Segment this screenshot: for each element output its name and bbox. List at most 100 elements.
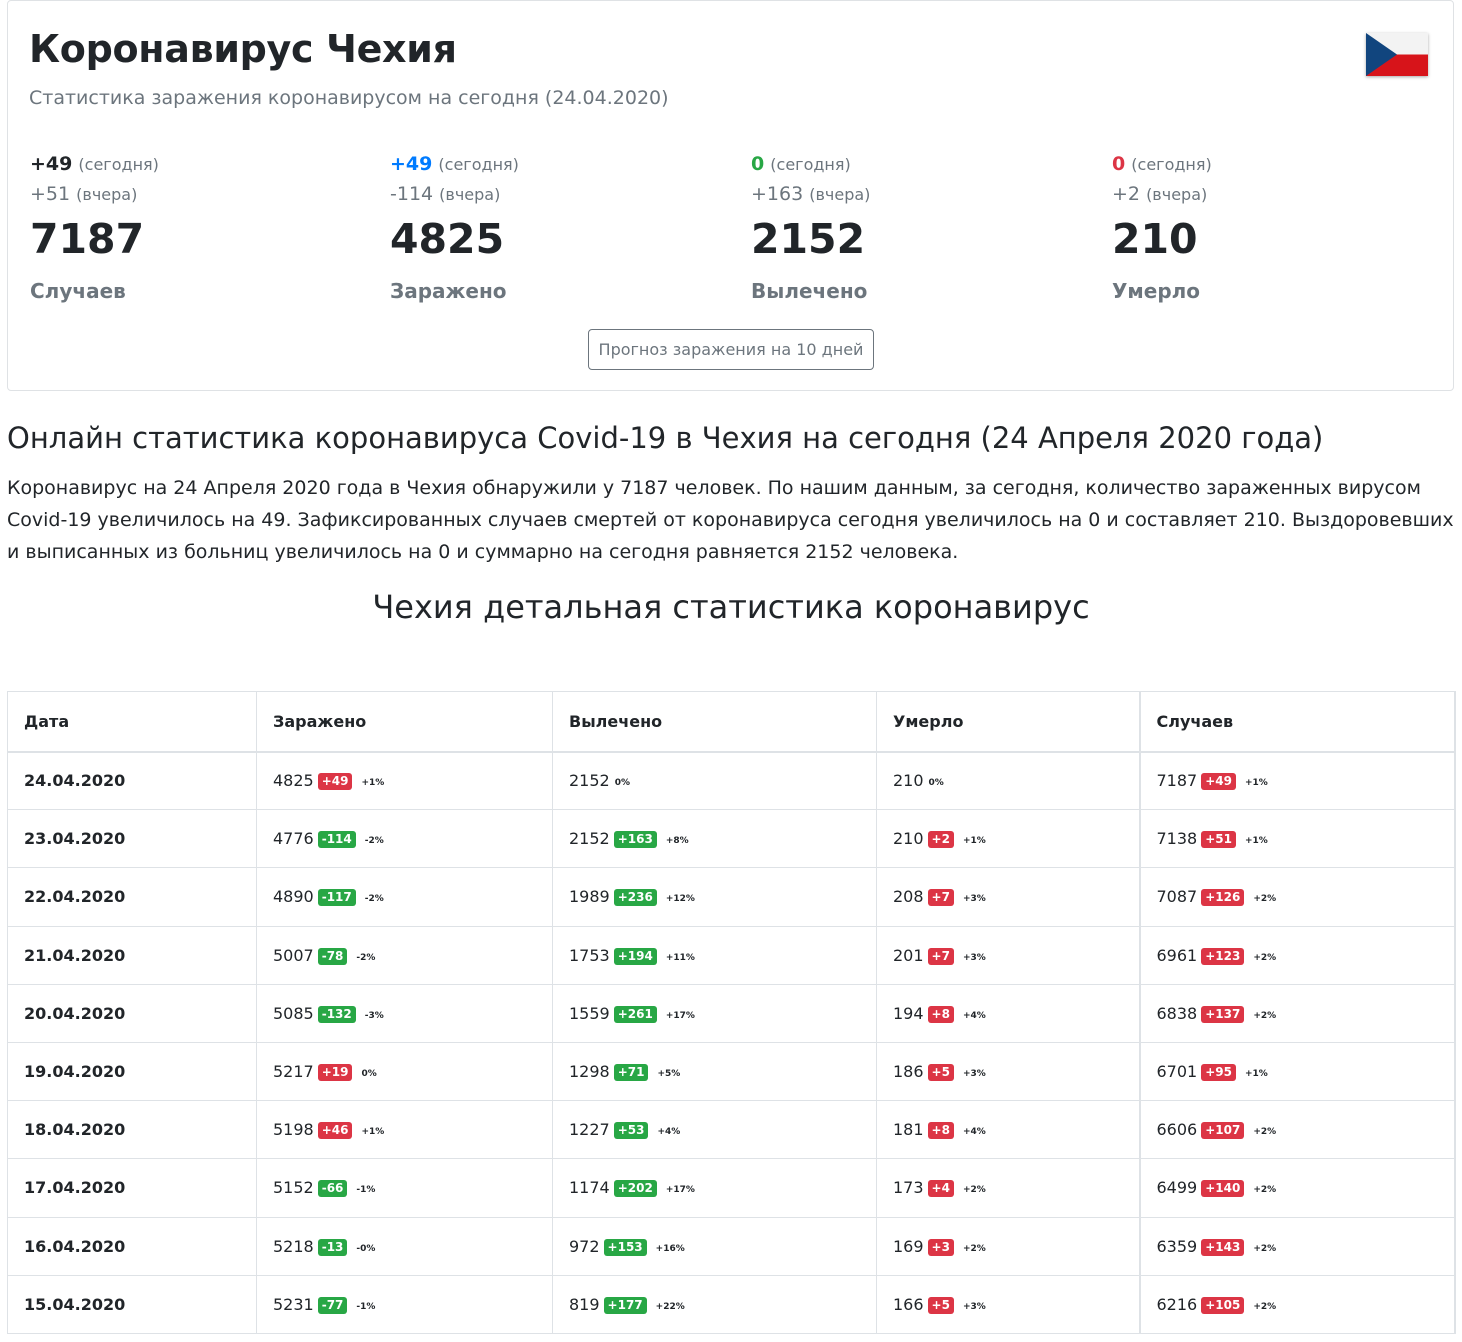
change-badge: -132 xyxy=(317,1005,356,1023)
stat-today-value: +49 xyxy=(30,153,73,175)
change-badge: +177 xyxy=(603,1296,647,1314)
stat-today-value: 0 xyxy=(751,153,765,175)
stat-deaths: 0 (сегодня) +2 (вчера) 210 Умерло xyxy=(1112,153,1442,303)
cell-infected: 5218 -13 -0% xyxy=(256,1216,553,1276)
page-subtitle: Статистика заражения коронавирусом на се… xyxy=(29,87,669,109)
cell-value: 5007 xyxy=(273,945,314,965)
cell-value: 1298 xyxy=(569,1062,610,1082)
cell-value: 186 xyxy=(893,1062,924,1082)
cell-infected: 5085 -132 -3% xyxy=(256,983,553,1043)
section-heading: Онлайн статистика коронавируса Covid-19 … xyxy=(7,421,1324,455)
table-heading: Чехия детальная статистика коронавирус xyxy=(372,588,1090,626)
change-badge: -66 xyxy=(317,1180,348,1198)
cell-value: 1989 xyxy=(569,887,610,907)
table-row: 15.04.2020 5231 -77 -1% 819 +177 +22% 166 +5 +3% 6… xyxy=(7,1274,1456,1334)
cell-value: 7087 xyxy=(1156,887,1198,907)
change-badge: +123 xyxy=(1201,947,1245,965)
cell-value: 4825 xyxy=(273,771,314,791)
change-percent: +1% xyxy=(1244,778,1268,789)
change-percent: +2% xyxy=(1253,894,1277,905)
page-title: Коронавирус Чехия xyxy=(29,27,457,71)
cell-value: 819 xyxy=(569,1294,600,1314)
cell-recovered: 1753 +194 +11% xyxy=(552,925,877,985)
change-percent: +3% xyxy=(962,1069,986,1080)
change-percent: +16% xyxy=(655,1243,685,1254)
cell-value: 5198 xyxy=(273,1120,314,1140)
change-badge: +5 xyxy=(927,1296,954,1314)
stat-today-label: (сегодня) xyxy=(1131,155,1212,174)
table-row: 23.04.2020 4776 -114 -2% 2152 +163 +8% 210 +2 +1%… xyxy=(7,809,1456,869)
stat-yesterday-label: (вчера) xyxy=(1146,185,1208,204)
change-badge: -114 xyxy=(317,831,356,849)
change-percent: +5% xyxy=(657,1069,681,1080)
column-header-recovered: Вылечено xyxy=(552,691,877,753)
stat-yesterday-value: +163 xyxy=(751,183,804,205)
stat-total: 7187 xyxy=(30,215,145,263)
change-percent: -2% xyxy=(364,894,384,905)
stat-total: 4825 xyxy=(390,215,505,263)
cell-infected: 4776 -114 -2% xyxy=(256,809,553,869)
change-badge: +194 xyxy=(613,947,657,965)
table-row: 16.04.2020 5218 -13 -0% 972 +153 +16% 169 +3 +2% 6… xyxy=(7,1216,1456,1276)
table-row: 20.04.2020 5085 -132 -3% 1559 +261 +17% 194 +8 +4… xyxy=(7,983,1456,1043)
forecast-button[interactable]: Прогноз заражения на 10 дней xyxy=(588,329,874,370)
change-badge: +261 xyxy=(613,1005,657,1023)
cell-deaths: 210 +2 +1% xyxy=(876,809,1140,869)
change-percent: +2% xyxy=(1253,1243,1277,1254)
change-badge: +46 xyxy=(317,1122,353,1140)
cell-deaths: 186 +5 +3% xyxy=(876,1041,1140,1102)
cell-cases: 6606 +107 +2% xyxy=(1138,1100,1456,1160)
change-percent: +1% xyxy=(962,836,986,847)
table-row: 21.04.2020 5007 -78 -2% 1753 +194 +11% 201 +7 +3%… xyxy=(7,925,1456,985)
cell-date: 20.04.2020 xyxy=(7,983,257,1043)
change-badge: +49 xyxy=(1201,773,1236,791)
cell-deaths: 210 0% xyxy=(876,750,1140,811)
change-badge: +163 xyxy=(613,831,657,849)
change-percent: 0% xyxy=(928,778,944,789)
cell-cases: 6499 +140 +2% xyxy=(1138,1158,1456,1218)
stat-yesterday-label: (вчера) xyxy=(439,185,501,204)
change-badge: -13 xyxy=(317,1238,348,1256)
cell-infected: 5217 +19 0% xyxy=(256,1041,553,1102)
cell-deaths: 181 +8 +4% xyxy=(876,1100,1140,1160)
cell-cases: 7087 +126 +2% xyxy=(1138,867,1456,927)
cell-recovered: 972 +153 +16% xyxy=(552,1216,877,1276)
cell-recovered: 1227 +53 +4% xyxy=(552,1100,877,1160)
cell-value: 194 xyxy=(893,1003,924,1023)
cell-cases: 6216 +105 +2% xyxy=(1138,1274,1456,1334)
cell-value: 6499 xyxy=(1156,1178,1198,1198)
cell-value: 5218 xyxy=(273,1236,314,1256)
change-percent: +4% xyxy=(962,1127,986,1138)
cell-date: 24.04.2020 xyxy=(7,750,257,811)
change-percent: +2% xyxy=(962,1185,986,1196)
stat-yesterday-value: -114 xyxy=(390,183,434,205)
summary-card: Коронавирус Чехия Статистика заражения к… xyxy=(7,0,1454,391)
cell-value: 201 xyxy=(893,945,924,965)
cell-value: 1227 xyxy=(569,1120,610,1140)
cell-value: 5085 xyxy=(273,1003,314,1023)
cell-value: 6838 xyxy=(1156,1003,1198,1023)
cell-deaths: 201 +7 +3% xyxy=(876,925,1140,985)
cell-deaths: 173 +4 +2% xyxy=(876,1158,1140,1218)
change-percent: +12% xyxy=(665,894,695,905)
change-badge: +8 xyxy=(927,1005,954,1023)
cell-value: 1753 xyxy=(569,945,610,965)
cell-value: 1174 xyxy=(569,1178,610,1198)
cell-recovered: 1174 +202 +17% xyxy=(552,1158,877,1218)
change-badge: +126 xyxy=(1201,889,1245,907)
change-percent: +2% xyxy=(1253,952,1277,963)
cell-recovered: 1298 +71 +5% xyxy=(552,1041,877,1102)
change-badge: +3 xyxy=(927,1238,954,1256)
cell-infected: 4890 -117 -2% xyxy=(256,867,553,927)
cell-value: 6606 xyxy=(1156,1120,1198,1140)
cell-date: 15.04.2020 xyxy=(7,1274,257,1334)
cell-date: 18.04.2020 xyxy=(7,1100,257,1160)
change-badge: +140 xyxy=(1201,1180,1245,1198)
change-percent: +22% xyxy=(655,1301,685,1312)
change-percent: -3% xyxy=(364,1010,384,1021)
change-badge: +2 xyxy=(927,831,954,849)
cell-infected: 5152 -66 -1% xyxy=(256,1158,553,1218)
change-percent: +17% xyxy=(665,1010,695,1021)
column-header-deaths: Умерло xyxy=(876,691,1140,753)
cell-recovered: 2152 0% xyxy=(552,750,877,811)
